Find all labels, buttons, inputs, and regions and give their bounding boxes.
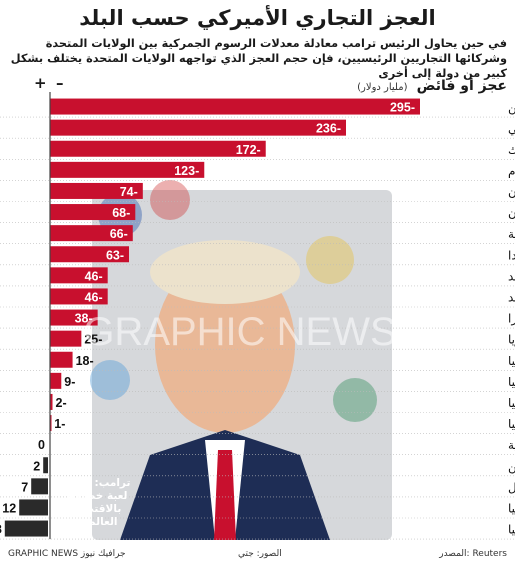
value-label: 66- (110, 227, 128, 241)
category-label: الصين (508, 101, 515, 116)
value-label: 18- (76, 354, 94, 368)
chart-subtitle: في حين يحاول الرئيس ترامب معادلة معدلات … (10, 37, 507, 80)
category-label: اليابان (508, 206, 515, 220)
bar (50, 415, 52, 432)
value-label: 18 (0, 523, 2, 537)
bar (50, 182, 143, 199)
value-label: 0 (38, 438, 45, 452)
axis-unit: (مليار دولار) (357, 82, 408, 93)
bar (50, 225, 133, 242)
bar (31, 478, 48, 495)
value-label: 7 (21, 480, 28, 494)
category-label: الاتحاد الأوروبي (508, 121, 515, 137)
value-label: 172- (236, 143, 261, 157)
category-labels-group: الصين الاتحاد الأوروبي المكسيك فيتنام تايوان… (508, 101, 515, 538)
category-label: جنوب أفريقيا (508, 374, 515, 390)
category-label: روسيا (508, 396, 515, 411)
value-label: 25- (84, 333, 102, 347)
brand-credit: GRAPHIC NEWS جرافيك نيوز (8, 549, 126, 559)
axis-header: عجز أو فائض (مليار دولار) (357, 75, 507, 94)
value-labels-group: 295-236-172-123-74-68-66-63-46-46-38-25-… (0, 101, 415, 537)
value-label: 12 (2, 501, 16, 515)
value-label: 1- (54, 417, 65, 431)
category-label: المكسيك (508, 143, 515, 157)
bar (50, 372, 62, 389)
bar (50, 161, 205, 178)
category-label: تركيا (508, 417, 515, 432)
watermark: GRAPHIC NEWS (83, 310, 396, 354)
bar (19, 499, 48, 516)
bars-group (4, 98, 420, 537)
value-label: 295- (390, 101, 415, 115)
bar (50, 140, 266, 157)
bar (50, 204, 136, 221)
category-label: الهند (508, 269, 515, 283)
category-label: بريطانيا (508, 501, 515, 516)
value-label: 74- (120, 185, 138, 199)
bar (50, 351, 73, 368)
value-label: 68- (112, 206, 130, 220)
trump-photo (90, 180, 392, 540)
bar (50, 98, 420, 115)
category-label: إندونيسيا (508, 354, 515, 369)
source-credit: المصدر: Reuters (439, 549, 507, 559)
axis-label: عجز أو فائض (416, 78, 507, 94)
category-label: أستراليا (508, 522, 515, 538)
value-label: 2 (33, 459, 40, 473)
category-label: فيتنام (508, 164, 515, 178)
category-label: الأرجنتين (508, 458, 515, 474)
surplus-sign: + (34, 74, 47, 92)
bar (50, 246, 130, 263)
bar (50, 267, 108, 284)
category-label: البرازيل (508, 480, 515, 495)
category-label: تايوان (508, 185, 515, 200)
category-label: السعودية (508, 438, 515, 453)
value-label: 38- (75, 312, 93, 326)
deficit-sign: – (56, 74, 64, 92)
bar (50, 393, 53, 410)
category-label: كندا (508, 248, 515, 262)
row-separators (0, 116, 515, 540)
value-label: 63- (106, 248, 124, 262)
category-label: كوريا الجنوبية (508, 227, 515, 242)
category-label: ماليزيا (508, 333, 515, 348)
bar (43, 457, 48, 474)
bar (50, 288, 108, 305)
category-label: تايلاند (508, 290, 515, 304)
chart-title: العجز التجاري الأميركي حسب البلد (79, 6, 436, 30)
value-label: 2- (56, 396, 67, 410)
category-label: سويسرا (508, 312, 515, 327)
value-label: 46- (85, 269, 103, 283)
bar (50, 119, 346, 136)
bar (50, 309, 98, 326)
value-label: 9- (64, 375, 75, 389)
value-label: 46- (85, 290, 103, 304)
value-label: 123- (174, 164, 199, 178)
bar (4, 520, 49, 537)
photo-credit: الصور: جتي (238, 549, 282, 559)
photo-caption: ترامب: يلعب لعبة خطيرة بالاقتصاد العالمي (65, 477, 131, 528)
value-label: 236- (316, 122, 341, 136)
bar (50, 330, 82, 347)
